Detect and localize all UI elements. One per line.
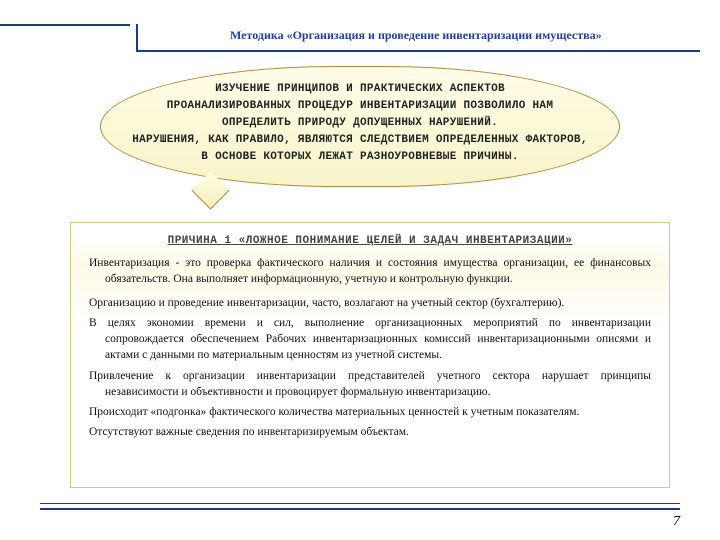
header-rule-left <box>0 24 130 26</box>
callout-line: ОПРЕДЕЛИТЬ ПРИРОДУ ДОПУЩЕННЫХ НАРУШЕНИЙ. <box>121 115 599 132</box>
body-paragraph: Происходит «подгонка» фактического колич… <box>89 404 651 420</box>
body-paragraph: Отсутствуют важные сведения по инвентари… <box>89 424 651 440</box>
callout-ellipse: ИЗУЧЕНИЕ ПРИНЦИПОВ И ПРАКТИЧЕСКИХ АСПЕКТ… <box>100 66 620 187</box>
body-paragraph: Инвентаризация - это проверка фактическо… <box>89 255 651 287</box>
header-rule-main <box>136 50 700 52</box>
callout-line: ИЗУЧЕНИЕ ПРИНЦИПОВ И ПРАКТИЧЕСКИХ АСПЕКТ… <box>121 81 599 98</box>
footer-rule-lower <box>40 508 680 510</box>
page-title: Методика «Организация и проведение инвен… <box>230 28 690 43</box>
page-number: 7 <box>673 514 680 530</box>
callout-line: В ОСНОВЕ КОТОРЫХ ЛЕЖАТ РАЗНОУРОВНЕВЫЕ ПР… <box>121 149 599 166</box>
reason-card: ПРИЧИНА 1 «ЛОЖНОЕ ПОНИМАНИЕ ЦЕЛЕЙ И ЗАДА… <box>70 222 670 488</box>
reason-title: ПРИЧИНА 1 «ЛОЖНОЕ ПОНИМАНИЕ ЦЕЛЕЙ И ЗАДА… <box>89 235 651 247</box>
body-paragraph: В целях экономии времени и сил, выполнен… <box>89 315 651 363</box>
callout-line: ПРОАНАЛИЗИРОВАННЫХ ПРОЦЕДУР ИНВЕНТАРИЗАЦ… <box>121 98 599 115</box>
callout-line: НАРУШЕНИЯ, КАК ПРАВИЛО, ЯВЛЯЮТСЯ СЛЕДСТВ… <box>121 132 599 149</box>
header-rule-vert <box>136 24 148 50</box>
body-paragraph: Привлечение к организации инвентаризации… <box>89 368 651 400</box>
footer-rule-upper <box>40 503 680 505</box>
body-paragraph: Организацию и проведение инвентаризации,… <box>89 295 651 311</box>
